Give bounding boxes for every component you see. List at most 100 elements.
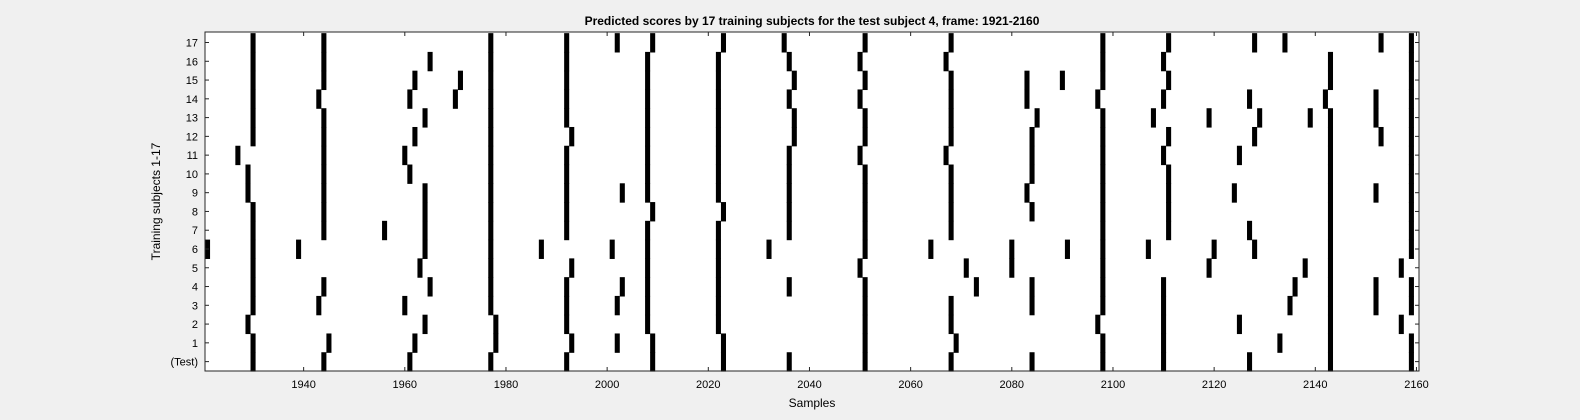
y-tick-label: 15 — [186, 75, 198, 87]
score-mark — [564, 145, 570, 166]
score-mark — [1327, 258, 1334, 278]
score-mark — [488, 70, 494, 91]
score-mark — [1029, 202, 1035, 222]
score-mark — [235, 145, 241, 166]
score-mark — [488, 145, 494, 166]
y-tick-label: 10 — [186, 169, 198, 181]
chart-title: Predicted scores by 17 training subjects… — [585, 14, 1040, 28]
x-tick-label: 2000 — [595, 379, 619, 391]
score-mark — [943, 51, 949, 72]
score-mark — [1408, 33, 1414, 53]
x-tick-label: 2100 — [1101, 379, 1125, 391]
score-mark — [1166, 183, 1172, 203]
score-mark — [402, 295, 408, 316]
score-mark — [1145, 239, 1151, 259]
score-mark — [321, 352, 327, 372]
score-mark — [488, 126, 494, 147]
score-mark — [569, 333, 575, 353]
score-mark — [786, 220, 792, 241]
score-mark — [1327, 295, 1334, 316]
score-mark — [1100, 239, 1106, 259]
score-mark — [1378, 126, 1384, 147]
y-tick-label: 16 — [186, 56, 198, 68]
score-mark — [862, 295, 868, 316]
score-mark — [1408, 108, 1414, 128]
score-mark — [1206, 108, 1212, 128]
score-mark — [321, 145, 327, 166]
score-mark — [1166, 126, 1172, 147]
score-mark — [564, 202, 570, 222]
score-mark — [422, 108, 428, 128]
row-test — [250, 352, 1414, 372]
score-mark — [645, 258, 651, 278]
y-tick-label: 14 — [186, 94, 198, 106]
score-mark — [1095, 89, 1101, 109]
score-mark — [1100, 164, 1106, 184]
score-mark — [973, 277, 979, 297]
score-mark — [1236, 145, 1242, 166]
score-mark — [321, 126, 327, 147]
y-tick-label: 7 — [192, 225, 198, 237]
score-mark — [1024, 89, 1030, 109]
score-mark — [1327, 164, 1334, 184]
score-mark — [1100, 352, 1106, 372]
score-mark — [452, 89, 458, 109]
score-mark — [857, 51, 863, 72]
score-mark — [1166, 33, 1172, 53]
score-mark — [1408, 183, 1414, 203]
score-mark — [720, 202, 727, 222]
score-mark — [862, 333, 868, 353]
score-mark — [948, 108, 954, 128]
score-mark — [1327, 70, 1334, 91]
score-mark — [1252, 33, 1258, 53]
x-tick-label: 2160 — [1404, 379, 1428, 391]
score-mark — [786, 51, 792, 72]
score-mark — [948, 183, 954, 203]
score-mark — [422, 202, 428, 222]
score-mark — [1029, 164, 1035, 184]
score-mark — [1408, 239, 1414, 259]
score-mark — [422, 314, 428, 335]
score-mark — [250, 70, 256, 91]
score-mark — [407, 164, 413, 184]
score-mark — [715, 108, 721, 128]
score-mark — [1166, 202, 1172, 222]
score-mark — [417, 258, 423, 278]
score-mark — [645, 220, 651, 241]
score-mark — [1166, 220, 1172, 241]
score-mark — [1161, 295, 1167, 316]
score-mark — [1034, 108, 1040, 128]
score-mark — [538, 239, 544, 259]
score-mark — [857, 145, 863, 166]
score-mark — [321, 277, 327, 297]
score-mark — [1100, 202, 1106, 222]
x-tick-label: 1980 — [494, 379, 518, 391]
score-mark — [715, 239, 721, 259]
score-mark — [1327, 220, 1334, 241]
score-mark — [1408, 89, 1414, 109]
score-mark — [948, 164, 954, 184]
score-mark — [493, 314, 499, 335]
y-tick-label: (Test) — [171, 357, 199, 369]
score-mark — [1292, 277, 1298, 297]
score-mark — [422, 220, 428, 241]
score-mark — [862, 108, 868, 128]
plot-frame — [204, 31, 1420, 372]
x-tick-label: 2080 — [1000, 379, 1024, 391]
score-mark — [250, 239, 256, 259]
score-mark — [488, 352, 494, 372]
score-mark — [645, 70, 651, 91]
score-mark — [645, 314, 651, 335]
score-mark — [948, 220, 954, 241]
score-mark — [1373, 183, 1379, 203]
score-mark — [791, 108, 797, 128]
score-mark — [1257, 108, 1263, 128]
score-mark — [488, 108, 494, 128]
y-axis-label: Training subjects 1-17 — [149, 142, 163, 260]
score-mark — [1398, 314, 1404, 335]
score-mark — [781, 33, 787, 53]
score-mark — [564, 33, 570, 53]
score-mark — [1100, 126, 1106, 147]
score-mark — [1327, 183, 1334, 203]
score-mark — [1161, 145, 1167, 166]
